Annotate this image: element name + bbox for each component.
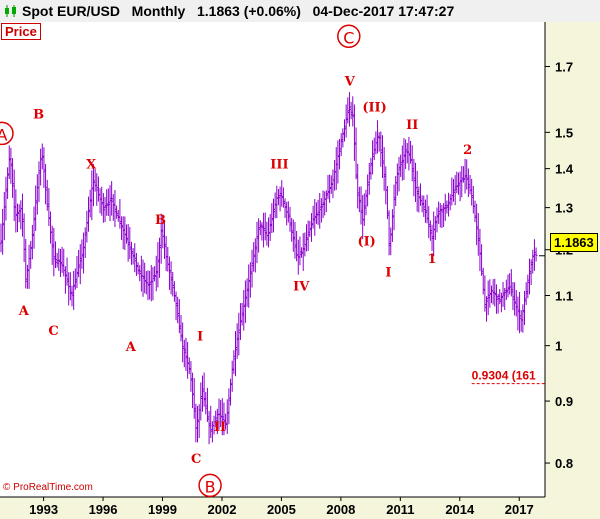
y-tick-label: 1.3 <box>555 201 573 216</box>
wave-label: III <box>270 158 288 173</box>
wave-label: A <box>18 304 30 319</box>
wave-circle <box>0 121 14 146</box>
x-tick-label: 2008 <box>326 502 355 517</box>
wave-label: C <box>191 452 201 467</box>
x-tick-label: 2014 <box>445 502 475 517</box>
chart-header: Spot EUR/USD Monthly 1.1863 (+0.06%) 04-… <box>0 0 600 22</box>
wave-label: I <box>197 329 203 344</box>
wave-label: II <box>214 420 226 435</box>
wave-label: V <box>344 74 356 89</box>
wave-label: I <box>385 266 391 281</box>
last-quote: 1.1863 (+0.06%) <box>197 3 301 19</box>
wave-label-circled: C <box>343 28 354 47</box>
y-tick-label: 1.5 <box>555 125 573 140</box>
x-tick-label: 1996 <box>89 502 118 517</box>
wave-circle <box>337 24 361 49</box>
x-tick-label: 1993 <box>29 502 58 517</box>
wave-label-circled: B <box>205 477 216 496</box>
target-label: 0.9304 (161 <box>472 369 536 383</box>
y-tick-label: 0.8 <box>555 456 573 471</box>
wave-label: II <box>406 118 418 133</box>
x-tick-label: 2017 <box>505 502 534 517</box>
time-axis[interactable] <box>0 497 545 519</box>
wave-label: A <box>125 340 137 355</box>
wave-label: B <box>33 107 44 122</box>
wave-label: C <box>48 324 58 339</box>
wave-label-circled: A <box>0 125 8 144</box>
price-chart[interactable]: 0.80.911.11.21.31.41.51.7199319961999200… <box>0 22 600 519</box>
instrument-name: Spot EUR/USD <box>22 3 120 19</box>
timeframe: Monthly <box>131 3 186 19</box>
x-tick-label: 2005 <box>267 502 296 517</box>
wave-label: (I) <box>357 234 375 249</box>
x-tick-label: 2011 <box>386 502 414 517</box>
copyright-text: © ProRealTime.com <box>3 482 93 493</box>
wave-label: X <box>86 158 97 173</box>
wave-label: B <box>155 213 166 228</box>
quote-datetime: 04-Dec-2017 17:47:27 <box>312 3 455 19</box>
header-text: Spot EUR/USD Monthly 1.1863 (+0.06%) 04-… <box>22 3 454 19</box>
x-tick-label: 2002 <box>208 502 237 517</box>
y-tick-label: 1 <box>555 339 562 354</box>
wave-label: 2 <box>463 143 472 158</box>
wave-label: IV <box>293 280 310 295</box>
y-tick-label: 0.9 <box>555 394 573 409</box>
wave-label: 1 <box>428 252 437 267</box>
price-axis[interactable] <box>545 22 600 519</box>
wave-label: (II) <box>362 101 386 116</box>
wave-circle <box>198 473 222 498</box>
y-tick-label: 1.4 <box>555 162 574 177</box>
y-tick-label: 1.1 <box>555 289 573 304</box>
last-price-tag: 1.1863 <box>550 233 598 252</box>
candlestick-icon <box>5 5 16 17</box>
price-tag: Price <box>1 23 41 40</box>
x-tick-label: 1999 <box>148 502 177 517</box>
y-tick-label: 1.7 <box>555 59 573 74</box>
